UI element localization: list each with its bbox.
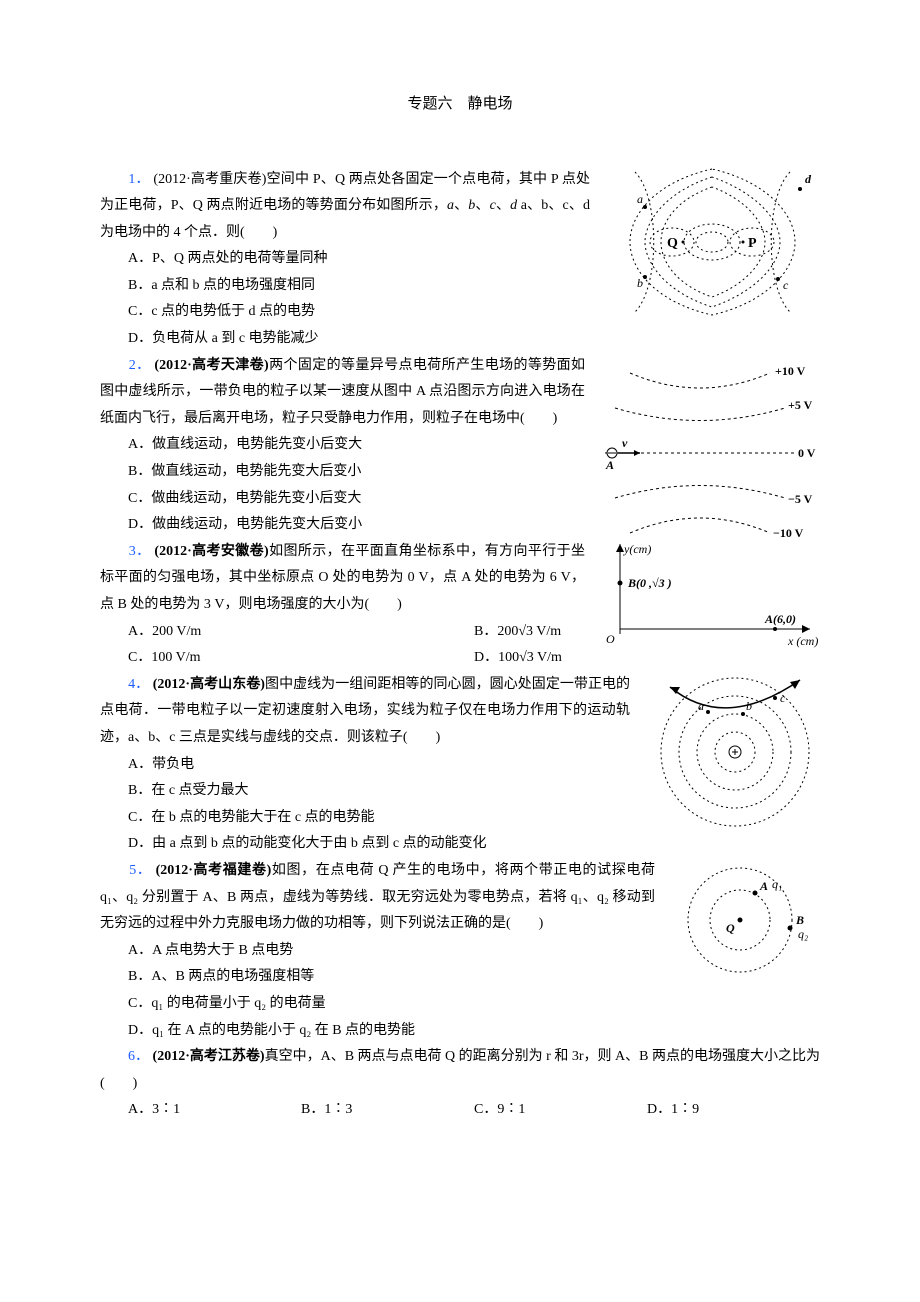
label-q2: q₂ (798, 927, 808, 941)
figure-1: Q P a b c d (605, 167, 820, 317)
page-title: 专题六 静电场 (100, 90, 820, 119)
label-A: A(6,0) (764, 612, 796, 626)
option-b: B．1∶3 (301, 1097, 474, 1124)
label-B: B (795, 913, 804, 927)
problem-source: (2012·高考山东卷) (153, 677, 265, 692)
label-n5: −5 V (788, 492, 813, 506)
problem-3: y(cm) x (cm) O B(0 ,√3 ) A(6,0) 3． (2012… (100, 539, 820, 672)
problem-6: 6． (2012·高考江苏卷)真空中，A、B 两点与点电荷 Q 的距离分别为 r… (100, 1044, 820, 1124)
option-a: A．200 V/m (128, 619, 474, 646)
label-P: P (748, 236, 757, 251)
problem-1: Q P a b c d 1． (2012·高考重庆卷)空间中 P、Q 两点处各固… (100, 167, 820, 353)
label-O: O (606, 632, 615, 646)
label-c: c (780, 691, 786, 705)
option-a: A．3∶1 (128, 1097, 301, 1124)
option-d: D．q₁ 在 A 点的电势能小于 q₂ 在 B 点的电势能 (128, 1018, 820, 1045)
label-y: y(cm) (623, 542, 651, 556)
label-a: a (637, 192, 643, 206)
figure-2: +10 V +5 V 0 V −5 V −10 V v A (600, 353, 820, 553)
figure-4: a b c (650, 672, 820, 832)
label-v: v (622, 436, 628, 450)
problem-2: +10 V +5 V 0 V −5 V −10 V v A 2． (2012·高… (100, 353, 820, 539)
problem-number: 5． (129, 863, 151, 878)
problem-source: (2012·高考重庆卷) (153, 172, 266, 187)
problem-5: Q A q₁ B q₂ 5． (2012·高考福建卷)如图，在点电荷 Q 产生的… (100, 858, 820, 1044)
problem-number: 6． (128, 1049, 149, 1064)
label-0: 0 V (798, 446, 816, 460)
problem-number: 4． (128, 677, 149, 692)
problem-source: (2012·高考江苏卷) (153, 1049, 265, 1064)
label-q1: q₁ (772, 877, 782, 891)
page: 专题六 静电场 Q P a (0, 0, 920, 1302)
label-c: c (783, 278, 789, 292)
problem-number: 3． (129, 544, 151, 559)
problem-4: a b c 4． (2012·高考山东卷)图中虚线为一组间距相等的同心圆，圆心处… (100, 672, 820, 858)
label-a: a (698, 699, 704, 713)
figure-5: Q A q₁ B q₂ (670, 858, 820, 978)
option-d: D．负电荷从 a 到 c 电势能减少 (128, 326, 820, 353)
option-d: D．1∶9 (647, 1097, 820, 1124)
option-c: C．q₁ 的电荷量小于 q₂ 的电荷量 (128, 991, 820, 1018)
label-Q: Q (726, 921, 735, 935)
problem-source: (2012·高考福建卷) (156, 863, 272, 878)
label-b: b (637, 276, 643, 290)
problem-number: 1． (128, 172, 149, 187)
label-p5: +5 V (788, 398, 813, 412)
problem-source: (2012·高考安徽卷) (154, 544, 268, 559)
option-d: D．由 a 点到 b 点的动能变化大于由 b 点到 c 点的动能变化 (128, 831, 820, 858)
label-A: A (759, 879, 768, 893)
label-A: A (605, 458, 614, 472)
option-c: C．9∶1 (474, 1097, 647, 1124)
label-x: x (cm) (787, 634, 818, 648)
option-d: D．100√3 V/m (474, 645, 820, 672)
problem-number: 2． (129, 358, 151, 373)
problem-source: (2012·高考天津卷) (154, 358, 268, 373)
options: A．3∶1 B．1∶3 C．9∶1 D．1∶9 (100, 1097, 820, 1124)
label-n10: −10 V (773, 526, 804, 540)
label-B: B(0 ,√3 ) (627, 576, 672, 590)
option-c: C．100 V/m (128, 645, 474, 672)
label-b: b (746, 699, 752, 713)
label-p10: +10 V (775, 364, 806, 378)
label-Q: Q (667, 236, 678, 251)
options-row2: C．100 V/m D．100√3 V/m (100, 645, 820, 672)
figure-3: y(cm) x (cm) O B(0 ,√3 ) A(6,0) (600, 539, 820, 649)
label-d: d (805, 172, 812, 186)
